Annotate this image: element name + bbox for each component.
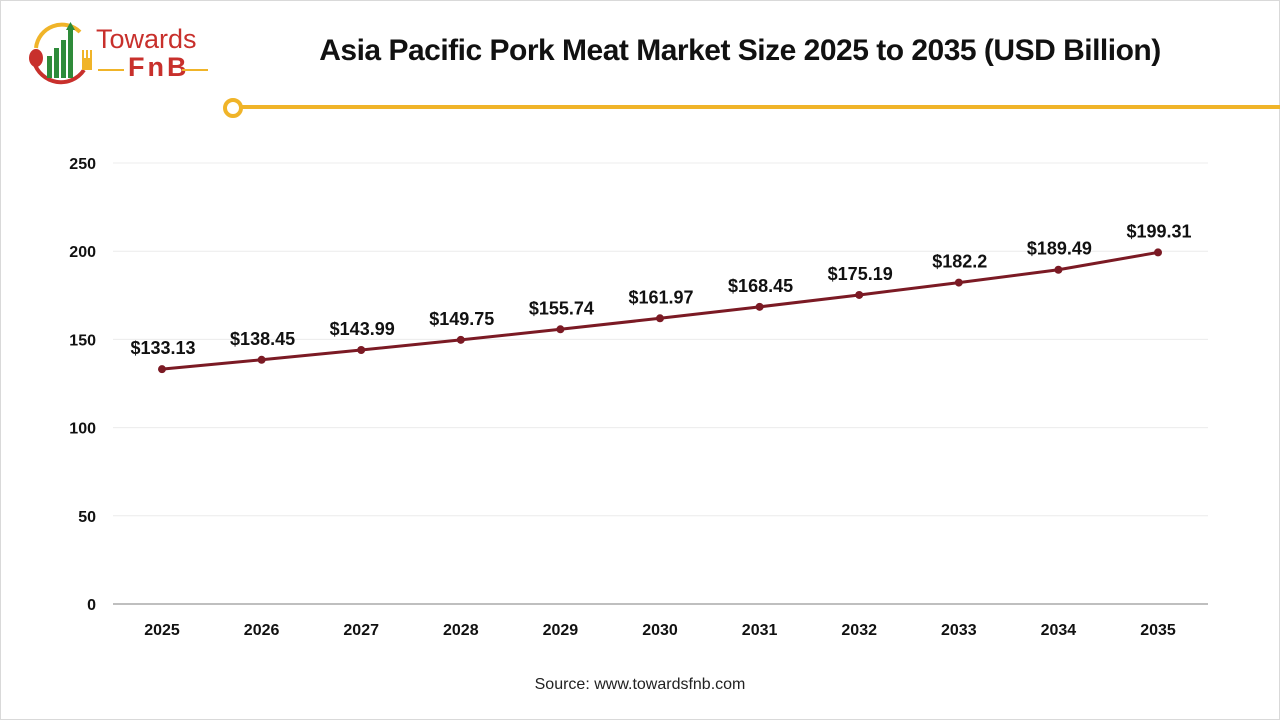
series-line <box>161 250 1159 371</box>
data-label: $143.99 <box>330 319 395 339</box>
data-point-marker <box>1054 265 1063 274</box>
data-label: $189.49 <box>1027 239 1092 259</box>
data-label: $182.2 <box>932 252 987 272</box>
data-label: $133.13 <box>130 338 195 358</box>
accent-divider <box>240 105 1280 109</box>
data-point-marker <box>357 346 366 355</box>
x-tick-label: 2033 <box>941 622 977 639</box>
y-tick-label: 100 <box>69 421 96 438</box>
x-tick-label: 2030 <box>642 622 678 639</box>
accent-dot-icon <box>223 98 243 118</box>
logo-dash-left <box>98 69 124 71</box>
chart-title: Asia Pacific Pork Meat Market Size 2025 … <box>319 34 1161 67</box>
data-point-marker <box>1154 248 1162 257</box>
logo-dash-right <box>182 69 208 71</box>
y-tick-label: 150 <box>69 332 96 349</box>
data-point-marker <box>456 335 465 344</box>
x-tick-label: 2035 <box>1140 622 1176 639</box>
data-label: $175.19 <box>828 264 893 284</box>
x-tick-label: 2032 <box>841 622 877 639</box>
x-tick-label: 2025 <box>144 622 180 639</box>
x-tick-label: 2028 <box>443 622 479 639</box>
data-point-marker <box>656 314 664 323</box>
gridlines <box>113 162 1208 517</box>
logo-text-fnb: FnB <box>128 52 190 82</box>
x-tick-label: 2029 <box>543 622 579 639</box>
data-label: $155.74 <box>529 298 594 318</box>
data-point-marker <box>755 302 764 311</box>
x-axis-ticks: 2025 2026 2027 2028 2029 2030 2031 2032 2033 2034… <box>144 622 1176 639</box>
y-tick-label: 50 <box>78 509 96 526</box>
y-tick-label: 0 <box>87 597 96 614</box>
data-point-marker <box>158 365 166 374</box>
x-tick-label: 2034 <box>1041 622 1077 639</box>
logo-text-towards: Towards <box>96 24 197 54</box>
data-label: $199.31 <box>1126 221 1191 241</box>
data-markers <box>158 248 1162 374</box>
y-axis-ticks: 0 50 100 150 200 250 <box>69 156 96 614</box>
data-point-marker <box>556 325 565 334</box>
x-tick-label: 2026 <box>244 622 280 639</box>
source-note: Source: www.towardsfnb.com <box>534 676 746 693</box>
x-tick-label: 2027 <box>343 622 379 639</box>
logo-emblem-icon <box>29 22 92 85</box>
data-point-marker <box>954 278 963 287</box>
y-tick-label: 200 <box>69 244 96 261</box>
data-labels: $133.13 $138.45 $143.99 $149.75 $155.74 $161.… <box>130 221 1191 358</box>
data-label: $161.97 <box>628 287 693 307</box>
data-label: $149.75 <box>429 309 494 329</box>
towards-fnb-logo: Towards FnB <box>24 18 214 86</box>
data-point-marker <box>855 290 864 299</box>
x-tick-label: 2031 <box>742 622 778 639</box>
data-label: $168.45 <box>728 276 793 296</box>
data-point-marker <box>257 355 266 364</box>
data-label: $138.45 <box>230 329 295 349</box>
y-tick-label: 250 <box>69 156 96 173</box>
